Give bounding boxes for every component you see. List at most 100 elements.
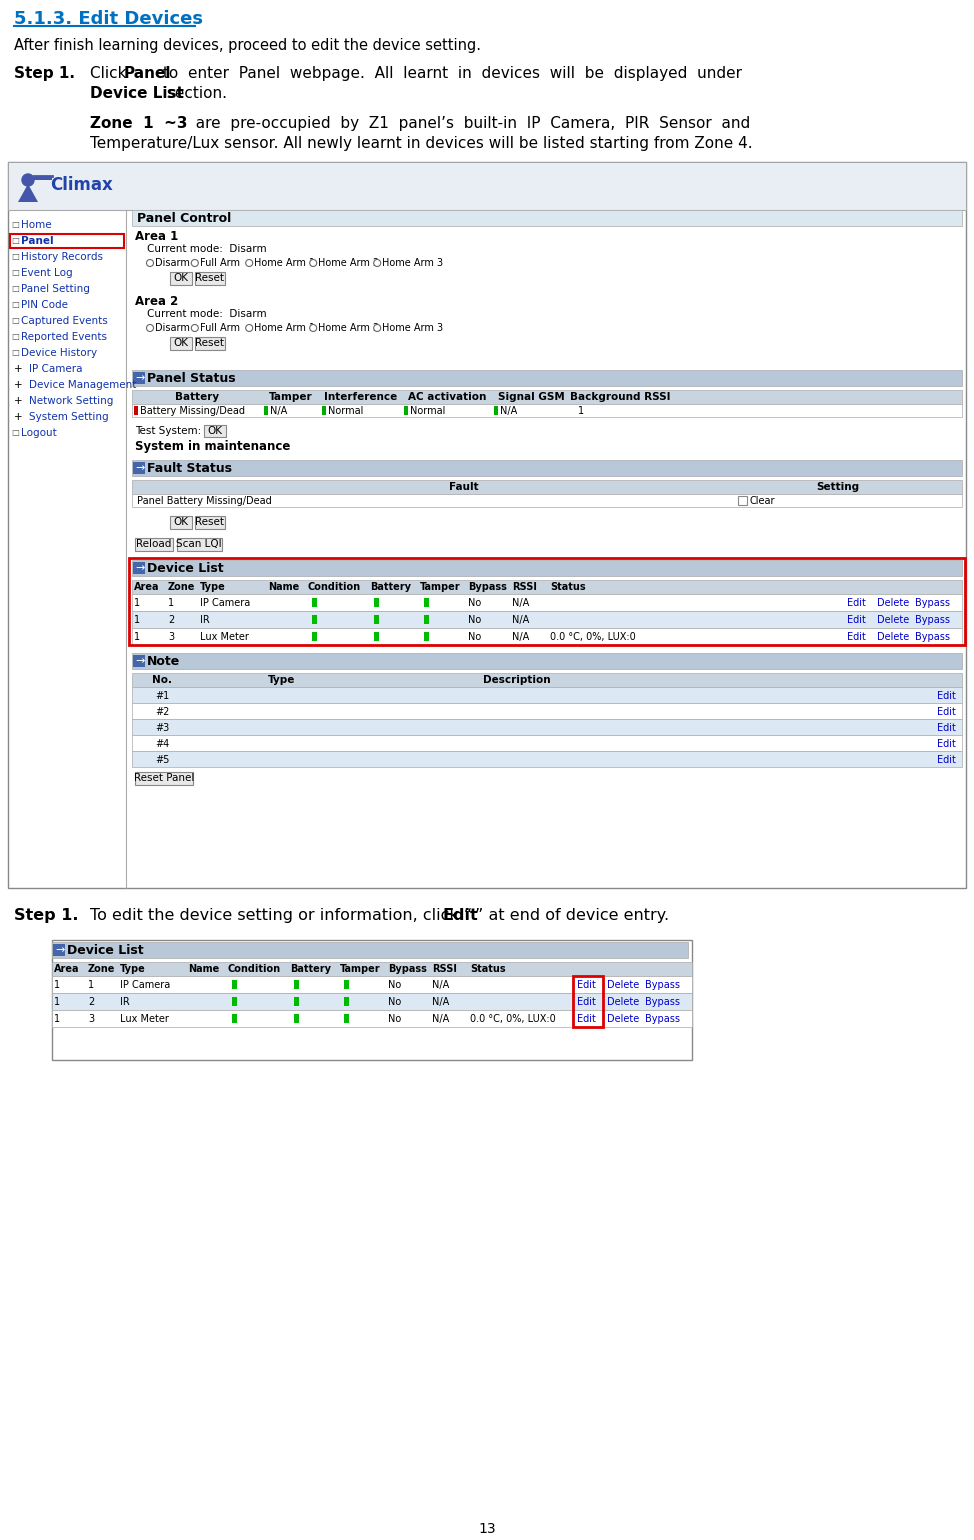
- Text: OK: OK: [173, 337, 189, 348]
- Text: Reset: Reset: [196, 273, 224, 283]
- Text: Zone: Zone: [168, 582, 196, 591]
- Circle shape: [245, 260, 252, 266]
- Bar: [132, 611, 962, 628]
- Bar: [494, 407, 498, 414]
- Text: 1: 1: [54, 1013, 60, 1024]
- Text: 1: 1: [134, 631, 140, 642]
- Text: Edit: Edit: [847, 631, 866, 642]
- Text: Step 1.: Step 1.: [14, 909, 79, 922]
- Text: Reset Panel: Reset Panel: [133, 773, 194, 782]
- Bar: [232, 996, 237, 1006]
- Bar: [132, 494, 962, 507]
- Text: Device List: Device List: [147, 562, 224, 574]
- Text: □: □: [11, 253, 19, 260]
- Text: Fault: Fault: [449, 482, 479, 491]
- Bar: [133, 654, 145, 667]
- Bar: [294, 996, 299, 1006]
- Text: Home Arm 2: Home Arm 2: [318, 323, 380, 333]
- Bar: [424, 631, 429, 641]
- Text: □: □: [11, 348, 19, 357]
- Bar: [53, 944, 65, 956]
- Text: No: No: [468, 598, 481, 608]
- Bar: [195, 337, 225, 350]
- Bar: [133, 462, 145, 474]
- Text: Interference: Interference: [324, 393, 397, 402]
- Text: Bypass: Bypass: [468, 582, 506, 591]
- Text: #4: #4: [155, 739, 169, 748]
- Text: Bypass: Bypass: [645, 1013, 680, 1024]
- Text: History Records: History Records: [21, 253, 103, 262]
- Text: Reset: Reset: [196, 517, 224, 527]
- Text: Temperature/Lux sensor. All newly learnt in devices will be listed starting from: Temperature/Lux sensor. All newly learnt…: [90, 136, 753, 151]
- Text: Edit: Edit: [847, 598, 866, 608]
- Text: Panel Battery Missing/Dead: Panel Battery Missing/Dead: [137, 496, 272, 507]
- Text: □: □: [11, 220, 19, 229]
- Text: Disarm: Disarm: [155, 323, 190, 333]
- Text: Delete: Delete: [877, 598, 910, 608]
- Text: PIN Code: PIN Code: [21, 300, 68, 310]
- Bar: [312, 598, 317, 607]
- Text: Edit: Edit: [847, 614, 866, 625]
- Text: Home Arm 3: Home Arm 3: [382, 323, 443, 333]
- Text: Description: Description: [483, 675, 551, 685]
- Text: Tamper: Tamper: [420, 582, 461, 591]
- Bar: [374, 614, 379, 624]
- Bar: [52, 939, 692, 1060]
- Bar: [132, 209, 962, 226]
- Circle shape: [310, 260, 317, 266]
- Text: 1: 1: [54, 996, 60, 1007]
- Text: N/A: N/A: [432, 1013, 449, 1024]
- Text: 2: 2: [88, 996, 94, 1007]
- Text: Edit: Edit: [937, 691, 955, 701]
- Bar: [132, 370, 962, 387]
- Text: AC activation: AC activation: [408, 393, 486, 402]
- Text: Logout: Logout: [21, 428, 56, 437]
- Text: +: +: [14, 380, 22, 390]
- Circle shape: [146, 260, 154, 266]
- Text: Panel Status: Panel Status: [147, 373, 236, 385]
- Text: N/A: N/A: [512, 631, 529, 642]
- Text: Lux Meter: Lux Meter: [200, 631, 249, 642]
- Text: IR: IR: [120, 996, 130, 1007]
- Text: Lux Meter: Lux Meter: [120, 1013, 169, 1024]
- Text: Test System:: Test System:: [135, 427, 205, 436]
- Text: Type: Type: [200, 582, 226, 591]
- Bar: [374, 598, 379, 607]
- Bar: [312, 614, 317, 624]
- Bar: [294, 1013, 299, 1023]
- Bar: [195, 273, 225, 285]
- Bar: [177, 537, 222, 551]
- Text: N/A: N/A: [432, 996, 449, 1007]
- Text: Setting: Setting: [816, 482, 859, 491]
- Text: No: No: [468, 614, 481, 625]
- Text: No: No: [388, 996, 401, 1007]
- Text: Note: Note: [147, 654, 180, 668]
- Bar: [34, 176, 52, 180]
- Text: →: →: [135, 373, 144, 383]
- Circle shape: [22, 174, 34, 186]
- Text: 13: 13: [478, 1522, 496, 1535]
- Text: Delete: Delete: [607, 979, 639, 990]
- Text: 0.0 °C, 0%, LUX:0: 0.0 °C, 0%, LUX:0: [470, 1013, 556, 1024]
- Text: Background RSSI: Background RSSI: [570, 393, 670, 402]
- Bar: [132, 719, 962, 735]
- Bar: [52, 942, 688, 958]
- Text: to  enter  Panel  webpage.  All  learnt  in  devices  will  be  displayed  under: to enter Panel webpage. All learnt in de…: [158, 66, 742, 82]
- Bar: [132, 390, 962, 403]
- Circle shape: [374, 260, 381, 266]
- Text: N/A: N/A: [500, 407, 517, 416]
- Bar: [344, 979, 349, 989]
- Bar: [132, 628, 962, 645]
- Text: Bypass: Bypass: [388, 964, 427, 973]
- Text: Area 2: Area 2: [135, 296, 178, 308]
- Text: No: No: [388, 1013, 401, 1024]
- Text: Battery: Battery: [175, 393, 219, 402]
- Text: →: →: [135, 656, 144, 665]
- Text: 3: 3: [168, 631, 174, 642]
- Bar: [8, 162, 966, 209]
- Circle shape: [310, 325, 317, 331]
- Text: N/A: N/A: [270, 407, 287, 416]
- Bar: [424, 598, 429, 607]
- Text: Signal GSM: Signal GSM: [498, 393, 564, 402]
- Text: 1: 1: [134, 598, 140, 608]
